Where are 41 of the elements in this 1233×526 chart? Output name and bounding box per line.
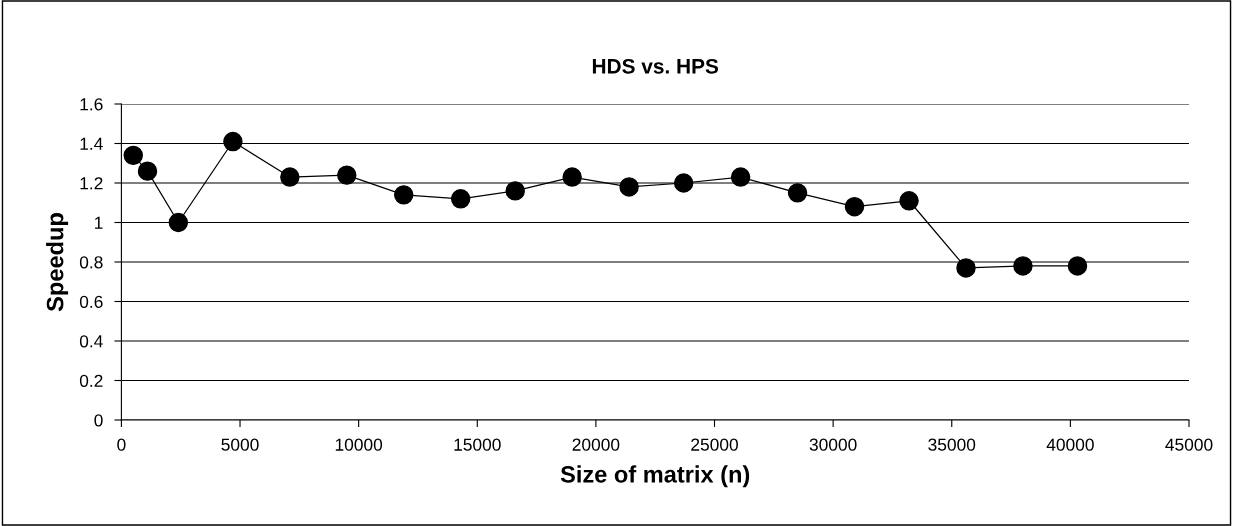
y-tick-label: 0.8 (79, 256, 103, 269)
y-tick-label: 1.2 (80, 177, 103, 190)
x-tick-label: 20000 (572, 438, 620, 451)
point (1013, 256, 1033, 276)
point (137, 161, 158, 181)
y-tick-label: 0 (94, 414, 103, 427)
x-tick-label: 45000 (1165, 438, 1213, 451)
point (956, 258, 976, 278)
point (844, 196, 865, 217)
y-tick-label: 0.4 (79, 335, 103, 348)
x-tick-label: 30000 (809, 438, 857, 451)
x-tick-label: 5000 (221, 438, 259, 451)
x-tick-label: 15000 (454, 438, 501, 451)
point (450, 189, 471, 209)
x-axis-title: Size of matrix (n) (560, 465, 750, 488)
y-tick-label: 1.4 (80, 137, 103, 150)
y-tick-label: 1 (95, 216, 103, 229)
point (505, 181, 525, 201)
y-axis-title: Speedup (46, 213, 69, 312)
point (562, 167, 582, 187)
chart-title: HDS vs. HPS (592, 58, 719, 74)
x-tick-label: 40000 (1046, 438, 1094, 451)
point (123, 145, 143, 166)
point (223, 131, 243, 152)
point (1067, 256, 1088, 276)
point (393, 185, 414, 205)
point (619, 177, 639, 197)
x-tick-label: 0 (117, 438, 126, 451)
point (787, 183, 808, 203)
y-tick-label: 0.6 (79, 295, 103, 308)
point (899, 191, 919, 211)
point (337, 165, 357, 185)
x-tick-label: 35000 (928, 438, 976, 451)
point (673, 173, 694, 193)
x-tick-label: 10000 (335, 438, 383, 451)
point (280, 167, 300, 187)
point (168, 212, 189, 233)
y-tick-label: 1.6 (80, 98, 103, 111)
x-tick-label: 25000 (691, 438, 738, 451)
point (730, 167, 751, 187)
y-tick-label: 0.2 (79, 374, 103, 387)
